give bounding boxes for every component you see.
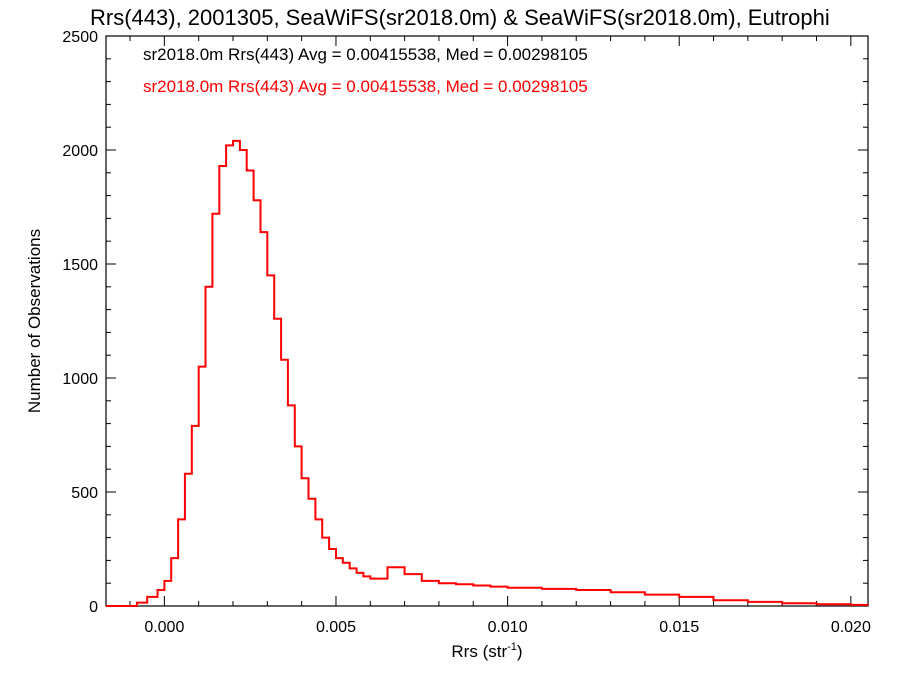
x-axis-label-superscript: -1 <box>507 641 517 653</box>
y-tick-label: 1500 <box>62 257 98 274</box>
y-tick-label: 500 <box>71 485 98 502</box>
y-tick-label: 0 <box>89 599 98 616</box>
x-tick-label: 0.020 <box>831 619 871 636</box>
legend-entry-black: sr2018.0m Rrs(443) Avg = 0.00415538, Med… <box>143 45 588 64</box>
chart-title: Rrs(443), 2001305, SeaWiFS(sr2018.0m) & … <box>90 5 830 30</box>
x-tick-label: 0.000 <box>144 619 184 636</box>
y-tick-label: 1000 <box>62 371 98 388</box>
x-tick-label: 0.005 <box>316 619 356 636</box>
legend-entry-red: sr2018.0m Rrs(443) Avg = 0.00415538, Med… <box>143 77 588 96</box>
y-tick-label: 2500 <box>62 29 98 46</box>
x-axis-ticks: 0.000 0.005 0.010 0.015 0.020 <box>129 36 871 636</box>
x-axis-label-main: Rrs (str <box>451 642 507 661</box>
y-tick-label: 2000 <box>62 143 98 160</box>
x-axis-label: Rrs (str-1) <box>451 641 522 661</box>
plot-frame <box>105 35 869 607</box>
x-tick-label: 0.015 <box>659 619 699 636</box>
y-axis-ticks: 0 500 1000 1500 2000 2500 <box>62 29 868 616</box>
y-axis-label: Number of Observations <box>25 229 44 413</box>
x-axis-label-close: ) <box>517 642 523 661</box>
histogram-series-line <box>106 139 869 607</box>
x-tick-label: 0.010 <box>488 619 528 636</box>
